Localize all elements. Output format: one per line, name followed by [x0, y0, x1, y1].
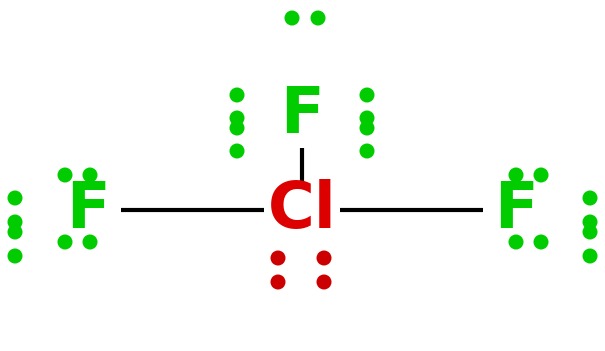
Circle shape — [229, 144, 244, 159]
Circle shape — [583, 214, 598, 230]
Circle shape — [270, 274, 286, 290]
Circle shape — [359, 87, 374, 102]
Text: F: F — [494, 179, 538, 241]
Circle shape — [508, 234, 523, 250]
Circle shape — [7, 249, 22, 264]
Circle shape — [7, 191, 22, 205]
Circle shape — [583, 225, 598, 239]
Circle shape — [7, 225, 22, 239]
Circle shape — [359, 144, 374, 159]
Circle shape — [316, 274, 332, 290]
Circle shape — [57, 167, 73, 183]
Circle shape — [229, 87, 244, 102]
Circle shape — [359, 111, 374, 126]
Circle shape — [229, 120, 244, 135]
Circle shape — [229, 111, 244, 126]
Circle shape — [534, 234, 549, 250]
Circle shape — [270, 251, 286, 265]
Circle shape — [534, 167, 549, 183]
Circle shape — [583, 249, 598, 264]
Circle shape — [583, 191, 598, 205]
Circle shape — [508, 167, 523, 183]
Text: F: F — [280, 84, 324, 146]
Text: F: F — [66, 179, 110, 241]
Circle shape — [359, 120, 374, 135]
Circle shape — [82, 234, 97, 250]
Circle shape — [57, 234, 73, 250]
Text: Cl: Cl — [267, 179, 336, 241]
Circle shape — [310, 11, 325, 26]
Circle shape — [82, 167, 97, 183]
Circle shape — [316, 251, 332, 265]
Circle shape — [284, 11, 299, 26]
Circle shape — [7, 214, 22, 230]
